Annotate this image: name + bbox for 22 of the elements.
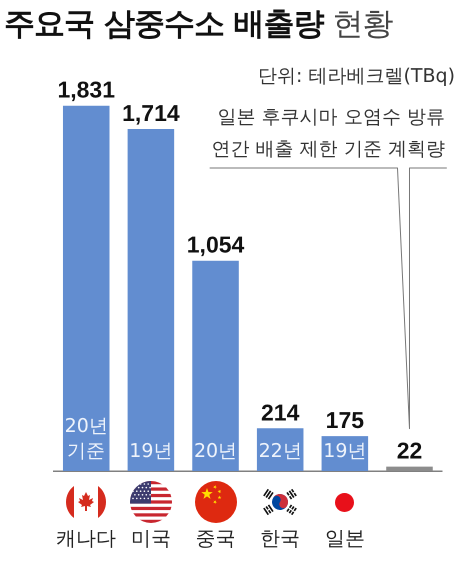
data-label: 1,831 xyxy=(57,76,116,103)
bar xyxy=(192,260,239,471)
data-label: 1,054 xyxy=(186,232,245,258)
x-tick-label: 캐나다 xyxy=(56,526,116,550)
bar xyxy=(128,129,174,471)
data-label: 1,714 xyxy=(122,100,180,126)
annotation: 20년 기준 xyxy=(64,415,108,462)
annotation: 20년 xyxy=(194,440,238,462)
bar xyxy=(62,106,110,471)
chart-subtitle: 단위: 테라베크렐(TBq) xyxy=(258,64,455,88)
data-label: 22 xyxy=(396,438,422,464)
chart-title: 주요국 삼중수소 배출량 현황 xyxy=(4,6,392,42)
data-label: 175 xyxy=(326,407,364,434)
x-tick-label: 중국 xyxy=(196,526,236,550)
x-tick-label: 일본 xyxy=(324,526,365,550)
x-tick-label: 미국 xyxy=(130,526,171,550)
annotation: 22년 xyxy=(258,440,302,462)
x-tick-label: 한국 xyxy=(260,526,300,550)
annotation: 19년 xyxy=(323,440,366,462)
annotation: 일본 후쿠시마 오염수 방류 연간 배출 제한 기준 계획량 xyxy=(212,106,445,160)
data-label: 214 xyxy=(261,399,300,426)
annotation: 19년 xyxy=(129,440,172,462)
